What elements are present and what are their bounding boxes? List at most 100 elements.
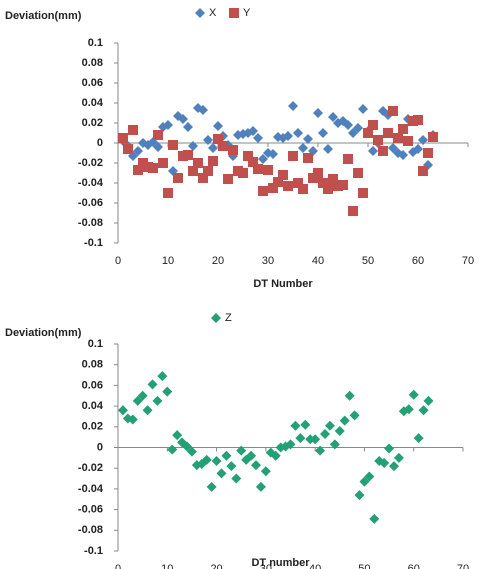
legend-label: Y: [243, 7, 251, 19]
data-point: [278, 170, 288, 180]
data-point: [413, 115, 423, 125]
legend-marker: [211, 313, 221, 323]
data-point: [328, 174, 338, 184]
y-tick-label: -0.1: [84, 237, 103, 249]
data-point: [334, 425, 345, 436]
data-point: [253, 164, 263, 174]
data-point: [358, 188, 368, 198]
data-point: [251, 460, 261, 471]
data-point: [148, 163, 158, 173]
data-point: [231, 473, 242, 484]
y-tick-label: 0.04: [82, 400, 104, 412]
legend-marker: [229, 8, 239, 18]
data-point: [403, 136, 413, 146]
data-point: [203, 135, 213, 145]
data-point: [328, 112, 338, 122]
y-tick-label: -0.1: [84, 545, 103, 557]
x-tick-label: 60: [412, 255, 424, 267]
y-tick-label: 0: [97, 137, 103, 149]
y-tick-label: 0.1: [88, 37, 103, 49]
x-tick-label: 30: [262, 255, 274, 267]
data-point: [293, 128, 303, 138]
data-point: [288, 151, 298, 161]
y-tick-label: 0.06: [82, 77, 103, 89]
y-tick-label: -0.06: [78, 197, 103, 209]
data-point: [320, 429, 330, 440]
data-point: [298, 143, 308, 153]
data-point: [290, 420, 301, 431]
data-point: [364, 471, 375, 482]
data-point: [248, 126, 258, 136]
data-point: [318, 128, 328, 138]
data-point: [313, 168, 323, 178]
data-point: [253, 133, 263, 143]
data-point: [353, 123, 363, 133]
data-point: [270, 450, 281, 461]
y-tick-label: 0.02: [82, 117, 103, 129]
y-tick-label: -0.04: [78, 177, 104, 189]
data-point: [393, 133, 403, 143]
x-axis-title: DT number: [251, 557, 310, 569]
data-point: [354, 490, 365, 501]
data-point: [324, 420, 335, 431]
legend-label: Z: [225, 312, 232, 324]
data-point: [258, 186, 268, 196]
data-point: [226, 461, 237, 472]
data-point: [258, 154, 268, 164]
y-tick-label: 0.08: [82, 57, 103, 69]
data-point: [260, 466, 271, 477]
x-tick-label: 0: [115, 563, 121, 569]
data-point: [183, 150, 193, 160]
data-point: [303, 134, 313, 144]
data-point: [182, 441, 192, 452]
data-point: [388, 106, 398, 116]
data-point: [358, 104, 368, 114]
data-point: [349, 410, 360, 421]
data-point: [384, 443, 395, 454]
x-axis-title: DT Number: [253, 278, 313, 290]
data-point: [389, 461, 399, 472]
data-point: [283, 181, 293, 191]
data-point: [198, 105, 208, 115]
y-tick-label: -0.04: [78, 483, 104, 495]
data-point: [188, 141, 198, 151]
data-point: [236, 445, 247, 456]
data-point: [201, 454, 212, 465]
data-point: [243, 151, 253, 161]
data-point: [379, 458, 390, 469]
x-tick-label: 50: [358, 563, 370, 569]
data-point: [137, 390, 148, 401]
data-point: [323, 184, 333, 194]
data-point: [228, 145, 238, 155]
data-point: [208, 156, 218, 166]
x-tick-label: 60: [408, 563, 420, 569]
data-point: [123, 144, 133, 154]
y-tick-label: 0.1: [88, 338, 103, 350]
data-point: [167, 444, 178, 455]
data-point: [218, 141, 228, 151]
data-point: [268, 183, 278, 193]
x-tick-label: 20: [212, 255, 224, 267]
data-point: [211, 455, 222, 466]
data-point: [423, 395, 434, 406]
y-tick-label: -0.08: [78, 217, 103, 229]
data-point: [373, 135, 383, 145]
data-point: [162, 386, 173, 397]
data-point: [273, 177, 283, 187]
data-point: [378, 146, 388, 156]
data-point: [338, 180, 348, 190]
data-point: [206, 481, 217, 492]
data-point: [313, 108, 323, 118]
data-point: [216, 468, 227, 479]
y-tick-label: 0.04: [82, 97, 104, 109]
data-point: [423, 148, 433, 158]
data-point: [186, 446, 197, 457]
data-point: [428, 132, 438, 142]
x-tick-label: 70: [457, 563, 469, 569]
y-tick-label: 0.02: [82, 421, 103, 433]
data-point: [208, 143, 218, 153]
y-tick-label: 0.06: [82, 379, 103, 391]
x-tick-label: 10: [161, 563, 173, 569]
legend-label: X: [209, 7, 217, 19]
data-point: [157, 371, 168, 382]
